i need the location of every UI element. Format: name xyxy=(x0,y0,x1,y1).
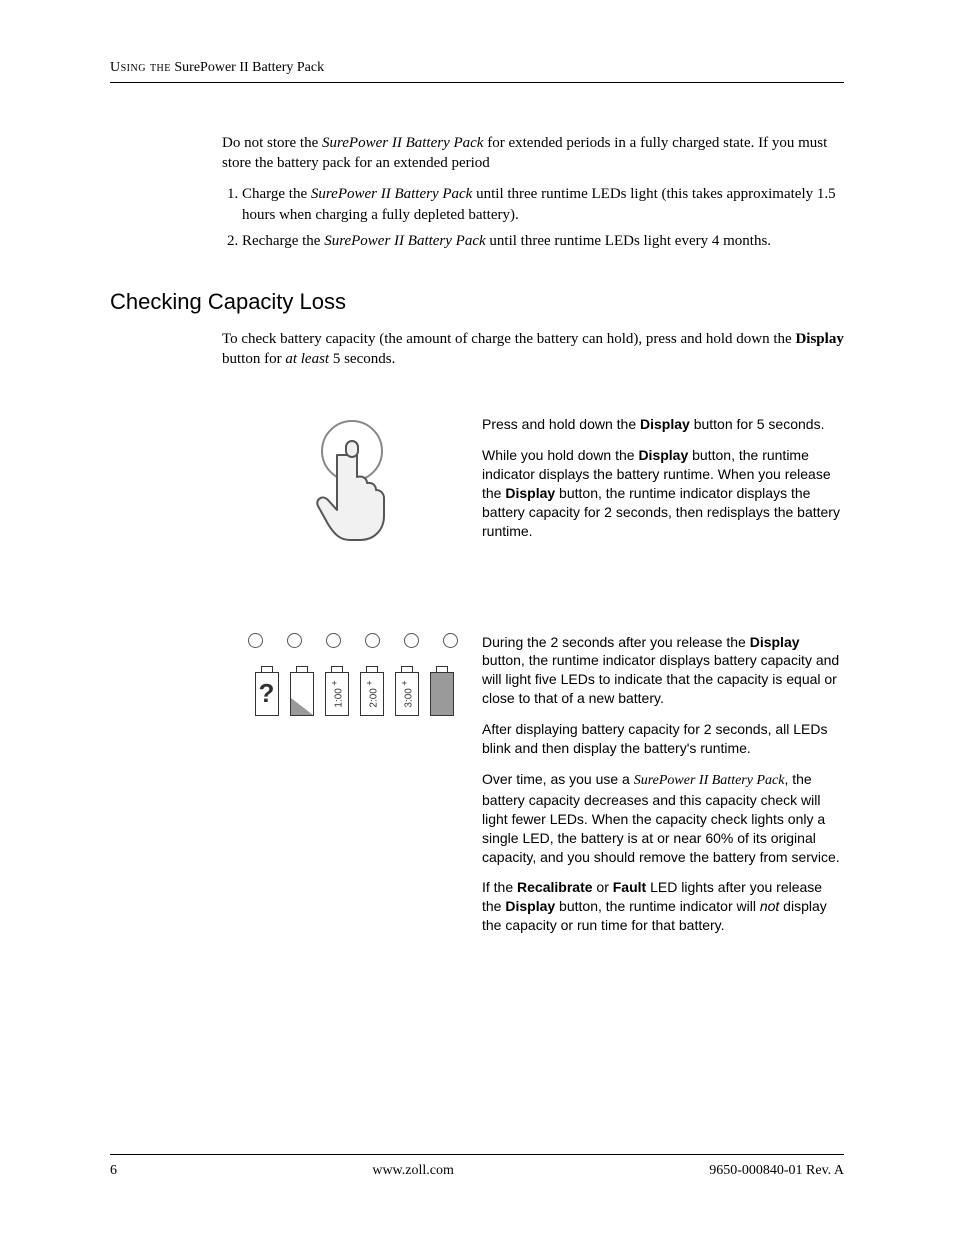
display-word: Display xyxy=(505,485,555,501)
t: 5 seconds. xyxy=(329,351,395,367)
led-icon xyxy=(443,633,458,648)
t: Fault xyxy=(613,879,646,895)
list-item: Recharge the SurePower II Battery Pack u… xyxy=(242,231,844,253)
t: Do not store the xyxy=(222,135,322,151)
t: During the 2 seconds after you release t… xyxy=(482,634,750,650)
fig2-p4: If the Recalibrate or Fault LED lights a… xyxy=(482,878,844,935)
battery-icon xyxy=(290,666,314,716)
product-name: SurePower II Battery Pack xyxy=(322,135,483,151)
led-row xyxy=(248,633,458,648)
battery-unknown-icon: ? xyxy=(256,673,278,715)
product-name: SurePower II Battery Pack xyxy=(324,233,485,249)
list-item: Charge the SurePower II Battery Pack unt… xyxy=(242,184,844,228)
page-footer: 6 www.zoll.com 9650-000840-01 Rev. A xyxy=(110,1154,844,1179)
battery-time-label: 3:00 + xyxy=(399,680,414,707)
led-icon xyxy=(404,633,419,648)
header-rest: SurePower II Battery Pack xyxy=(171,60,324,75)
battery-time-label: 1:00 + xyxy=(329,680,344,707)
t: button for xyxy=(222,351,285,367)
battery-icon: 1:00 + xyxy=(325,666,349,716)
product-name: SurePower II Battery Pack xyxy=(311,186,472,202)
figure-graphic xyxy=(222,415,482,545)
t: Over time, as you use a xyxy=(482,771,634,787)
fig2-p2: After displaying battery capacity for 2 … xyxy=(482,720,844,758)
footer-url: www.zoll.com xyxy=(372,1163,454,1179)
fig1-p2: While you hold down the Display button, … xyxy=(482,446,844,540)
intro-list: Charge the SurePower II Battery Pack unt… xyxy=(222,184,844,253)
t: button, the runtime indicator will xyxy=(555,898,760,914)
t: Recalibrate xyxy=(517,879,592,895)
figure-graphic: ? 1:00 + 2:00 + 3:00 + xyxy=(222,633,482,716)
t: at least xyxy=(285,351,329,367)
t: Recharge the xyxy=(242,233,324,249)
battery-icon: 3:00 + xyxy=(395,666,419,716)
fig1-p1: Press and hold down the Display button f… xyxy=(482,415,844,434)
led-icon xyxy=(287,633,302,648)
t: Charge the xyxy=(242,186,311,202)
battery-time-label: 2:00 + xyxy=(364,680,379,707)
t: While you hold down the xyxy=(482,447,638,463)
intro-para: Do not store the SurePower II Battery Pa… xyxy=(222,133,844,174)
display-word: Display xyxy=(750,634,800,650)
figure-press-hold: Press and hold down the Display button f… xyxy=(222,415,844,552)
figure-text: Press and hold down the Display button f… xyxy=(482,415,844,552)
intro-block: Do not store the SurePower II Battery Pa… xyxy=(222,133,844,253)
section-heading: Checking Capacity Loss xyxy=(110,289,844,315)
running-header: Using the SurePower II Battery Pack xyxy=(110,60,844,83)
t: until three runtime LEDs light every 4 m… xyxy=(486,233,771,249)
footer-rev: 9650-000840-01 Rev. A xyxy=(709,1163,844,1179)
header-smallcaps: Using the xyxy=(110,60,171,75)
product-name: SurePower II Battery Pack xyxy=(634,773,785,788)
display-word: Display xyxy=(795,331,843,347)
figure-battery-capacity: ? 1:00 + 2:00 + 3:00 + During the 2 seconds… xyxy=(222,633,844,947)
led-icon xyxy=(365,633,380,648)
t: not xyxy=(760,898,779,914)
t: To check battery capacity (the amount of… xyxy=(222,331,795,347)
page: Using the SurePower II Battery Pack Do n… xyxy=(0,0,954,1235)
section-para: To check battery capacity (the amount of… xyxy=(222,329,844,370)
fig2-p3: Over time, as you use a SurePower II Bat… xyxy=(482,770,844,866)
press-hold-icon xyxy=(297,415,407,545)
battery-icon: 2:00 + xyxy=(360,666,384,716)
t: If the xyxy=(482,879,517,895)
figure-text: During the 2 seconds after you release t… xyxy=(482,633,844,947)
battery-icon: ? xyxy=(255,666,279,716)
section-intro: To check battery capacity (the amount of… xyxy=(222,329,844,370)
battery-icon xyxy=(430,666,454,716)
display-word: Display xyxy=(640,416,690,432)
fig2-p1: During the 2 seconds after you release t… xyxy=(482,633,844,709)
t: Press and hold down the xyxy=(482,416,640,432)
led-icon xyxy=(326,633,341,648)
t: button, the runtime indicator displays b… xyxy=(482,652,839,706)
display-word: Display xyxy=(638,447,688,463)
battery-row: ? 1:00 + 2:00 + 3:00 + xyxy=(255,666,454,716)
t: or xyxy=(593,879,613,895)
led-icon xyxy=(248,633,263,648)
display-word: Display xyxy=(505,898,555,914)
t: button for 5 seconds. xyxy=(690,416,825,432)
page-number: 6 xyxy=(110,1163,117,1179)
